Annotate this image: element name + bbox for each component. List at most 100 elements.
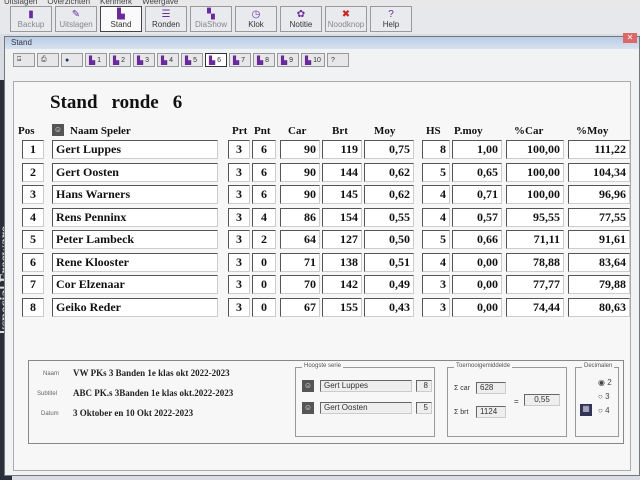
radio-label: 4 — [605, 406, 610, 415]
table-cell-moy: 0,49 — [364, 275, 414, 294]
table-cell-pnt: 0 — [252, 297, 276, 317]
round-2-button[interactable]: ▙ 2 — [109, 53, 131, 67]
group-title: Hoogste serie — [302, 363, 344, 369]
table-cell-moy: 0,51 — [364, 252, 414, 272]
table-cell-pmoy: 0,65 — [452, 162, 502, 182]
table-cell-moy: 0,50 — [364, 230, 414, 249]
toolbar-label: Backup — [17, 20, 45, 29]
table-cell-brt: 119 — [322, 140, 362, 159]
car-sum: 628 — [476, 382, 506, 394]
table-cell-brt: 142 — [322, 275, 362, 294]
chart-icon: ▙ — [281, 55, 288, 65]
round-5-button[interactable]: ▙ 5 — [181, 53, 203, 67]
player-photo-icon: ☺ — [52, 124, 64, 136]
table-cell-car: 71 — [280, 252, 320, 272]
table-cell-car: 100,00 — [506, 162, 564, 182]
table-cell-hs: 5 — [422, 162, 450, 182]
calculator-icon[interactable]: ▦ — [580, 404, 592, 416]
table-cell-pos: 3 — [22, 185, 44, 204]
round-1-button[interactable]: ▙ 1 — [85, 53, 107, 67]
table-cell-naamspeler[interactable]: Hans Warners — [52, 185, 218, 204]
door-icon: ⍈ — [17, 56, 22, 63]
menu-item[interactable]: Uitslagen — [4, 0, 38, 6]
toolbar-ronden-button[interactable]: ☰ Ronden — [145, 6, 187, 32]
standings-panel: Stand ronde 6 Naam VW PKs 3 Banden 1e klas… — [13, 81, 631, 471]
round-4-button[interactable]: ▙ 4 — [157, 53, 179, 67]
table-cell-brt: 138 — [322, 252, 362, 272]
toolbar-label: DiaShow — [194, 20, 227, 29]
table-cell-naamspeler[interactable]: Gert Luppes — [52, 140, 218, 159]
table-cell-hs: 4 — [422, 185, 450, 204]
table-cell-hs: 5 — [422, 230, 450, 249]
radio-icon: ○ — [598, 392, 603, 401]
exit-button[interactable]: ⍈ — [13, 53, 35, 67]
round-number: 8 — [265, 56, 270, 64]
table-cell-brt: 144 — [322, 162, 362, 182]
table-cell-pmoy: 0,00 — [452, 297, 502, 317]
table-cell-car: 70 — [280, 275, 320, 294]
table-cell-naamspeler[interactable]: Rens Penninx — [52, 207, 218, 227]
table-cell-moy: 80,63 — [568, 297, 630, 317]
equals-sign: = — [514, 397, 519, 406]
round-6-button[interactable]: ▙ 6 — [205, 53, 227, 67]
toolbar-klok-button[interactable]: ◷ Klok — [235, 6, 277, 32]
decimalen-group: Decimalen ▦ ◉ 2 ○ 3 ○ 4 — [575, 363, 619, 437]
round-9-button[interactable]: ▙ 9 — [277, 53, 299, 67]
round-number: 6 — [217, 56, 222, 64]
datum-value: 3 Oktober en 10 Okt 2022-2023 — [73, 408, 194, 418]
subtitel-value: ABC PK.s 3Banden 1e klas okt.2022-2023 — [73, 388, 234, 398]
round-10-button[interactable]: ▙ 10 — [301, 53, 325, 67]
table-cell-naamspeler[interactable]: Peter Lambeck — [52, 230, 218, 249]
print-button[interactable]: ⎙ — [37, 53, 59, 67]
hs-value-1: 8 — [416, 380, 432, 392]
round-8-button[interactable]: ▙ 8 — [253, 53, 275, 67]
table-cell-pnt: 6 — [252, 185, 276, 204]
column-header: Brt — [332, 125, 348, 137]
table-cell-pos: 8 — [22, 297, 44, 317]
toolbar-help-button[interactable]: ? Help — [370, 6, 412, 32]
help-button[interactable]: ? — [326, 53, 349, 67]
table-cell-prt: 3 — [228, 207, 250, 227]
table-cell-moy: 0,62 — [364, 162, 414, 182]
decimals-radio-3[interactable]: ○ 3 — [598, 392, 610, 401]
close-button[interactable]: ✕ — [623, 33, 637, 43]
table-cell-naamspeler[interactable]: Cor Elzenaar — [52, 275, 218, 294]
table-cell-pmoy: 1,00 — [452, 140, 502, 159]
toolbar-stand-button[interactable]: ▙ Stand — [100, 6, 142, 32]
toolbar-uitslagen-button[interactable]: ✎ Uitslagen — [55, 6, 97, 32]
toolbar-label: Noodknop — [327, 20, 365, 29]
table-cell-naamspeler[interactable]: Rene Klooster — [52, 252, 218, 272]
hs-name-1: Gert Luppes — [320, 380, 412, 392]
column-header: Prt — [232, 125, 248, 137]
table-cell-naamspeler[interactable]: Gert Oosten — [52, 162, 218, 182]
info-panel: Naam VW PKs 3 Banden 1e klas okt 2022-20… — [28, 360, 624, 444]
toolbar-diashow-button[interactable]: ▚ DiaShow — [190, 6, 232, 32]
toolbar-backup-button[interactable]: ▮ Backup — [10, 6, 52, 32]
table-cell-car: 90 — [280, 185, 320, 204]
table-cell-hs: 3 — [422, 297, 450, 317]
chart-icon: ▙ — [113, 55, 120, 65]
round-3-button[interactable]: ▙ 3 — [133, 53, 155, 67]
toolbar-noodknop-button[interactable]: ✖ Noodknop — [325, 6, 367, 32]
web-button[interactable]: ● — [61, 53, 83, 67]
table-cell-naamspeler[interactable]: Geiko Reder — [52, 297, 218, 317]
table-cell-hs: 8 — [422, 140, 450, 159]
column-header: HS — [426, 125, 441, 137]
table-cell-moy: 79,88 — [568, 275, 630, 294]
toernooigemiddelde-group: Toernooigemiddelde Σ car 628 Σ brt 1124 … — [447, 363, 567, 437]
toolbar-notitie-button[interactable]: ✿ Notitie — [280, 6, 322, 32]
round-7-button[interactable]: ▙ 7 — [229, 53, 251, 67]
decimals-radio-4[interactable]: ○ 4 — [598, 406, 610, 415]
help-icon: ? — [330, 56, 335, 64]
menu-item[interactable]: Overzichten — [47, 0, 91, 6]
table-cell-prt: 3 — [228, 162, 250, 182]
menu-item[interactable]: Weergave — [142, 0, 179, 6]
table-cell-hs: 4 — [422, 207, 450, 227]
page-title: Stand ronde 6 — [50, 92, 183, 113]
table-cell-car: 67 — [280, 297, 320, 317]
decimals-radio-2[interactable]: ◉ 2 — [598, 378, 612, 387]
table-cell-moy: 77,55 — [568, 207, 630, 227]
menu-item[interactable]: Kenmerk — [100, 0, 133, 6]
table-cell-hs: 4 — [422, 252, 450, 272]
menu-bar: Uitslagen Overzichten Kenmerk Weergave — [0, 0, 640, 6]
